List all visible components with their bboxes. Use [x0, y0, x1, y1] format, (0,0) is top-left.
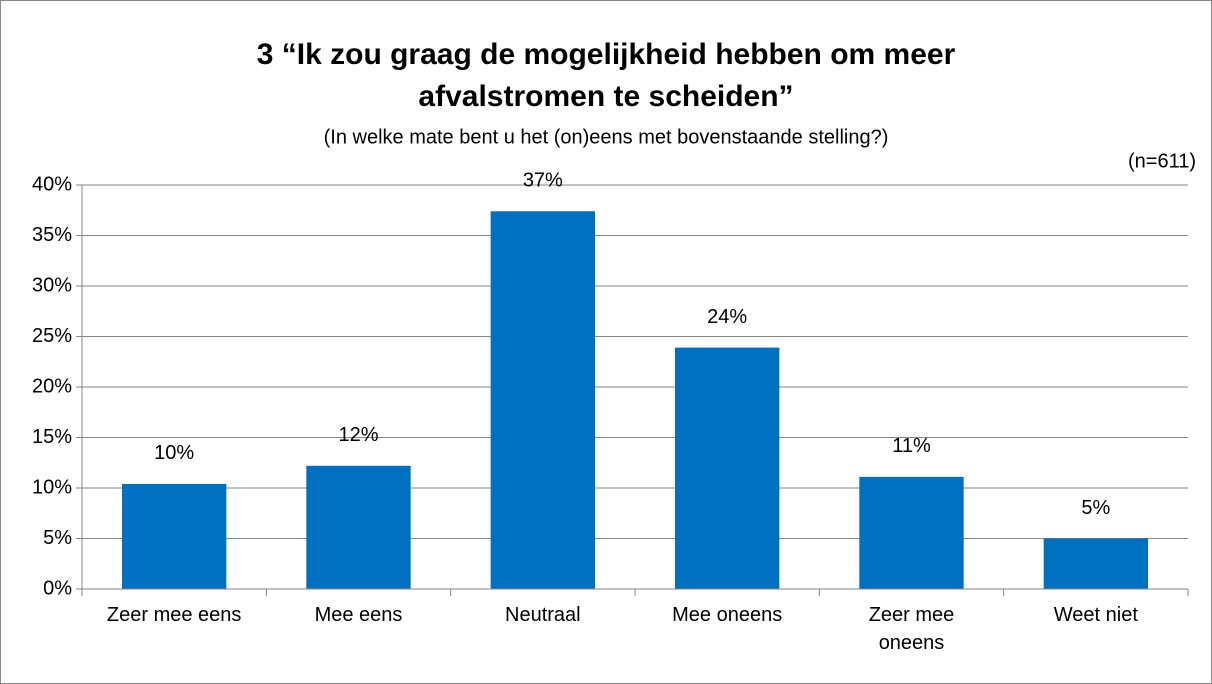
bar [122, 483, 227, 589]
x-tick-label: Mee oneens [672, 604, 783, 626]
y-tick-label: 25% [32, 325, 72, 347]
data-label: 10% [154, 442, 194, 464]
data-label: 11% [892, 435, 931, 457]
x-tick-label: Zeer mee oneens [868, 604, 955, 654]
bar [1043, 538, 1148, 589]
bar [490, 211, 595, 589]
y-tick-label: 30% [32, 274, 72, 296]
x-tick-label: Weet niet [1053, 604, 1138, 626]
y-tick-label: 40% [32, 173, 72, 195]
y-tick-label: 5% [43, 527, 72, 549]
chart-title: 3 “Ik zou graag de mogelijkheid hebben o… [257, 38, 956, 71]
y-tick-label: 35% [32, 224, 72, 246]
y-tick-label: 0% [43, 577, 72, 599]
y-tick-label: 10% [32, 476, 72, 498]
data-label: 37% [523, 170, 563, 192]
x-tick-label: Zeer mee eens [106, 604, 242, 626]
data-label: 5% [1081, 497, 1110, 519]
y-tick-label: 20% [32, 375, 72, 397]
x-tick-label: Mee eens [314, 604, 403, 626]
sample-note: (n=611) [1128, 150, 1196, 172]
chart-title: afvalstromen te scheiden” [418, 80, 793, 113]
bar [859, 476, 964, 589]
y-tick-label: 15% [32, 426, 72, 448]
data-label: 24% [707, 306, 747, 328]
bar [306, 465, 411, 589]
chart-subtitle: (In welke mate bent u het (on)eens met b… [324, 126, 889, 148]
data-label: 12% [338, 424, 378, 446]
bar [675, 347, 780, 589]
x-tick-label: Neutraal [505, 604, 581, 626]
